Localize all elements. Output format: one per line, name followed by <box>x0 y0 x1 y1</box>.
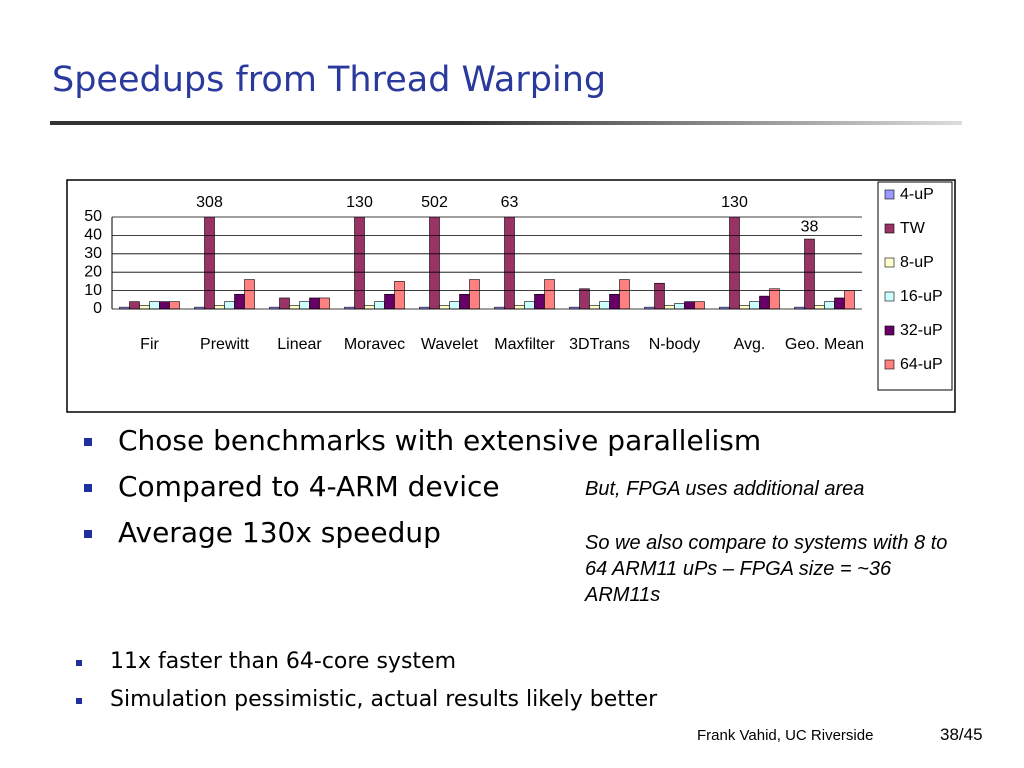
bar <box>514 305 525 310</box>
bar <box>544 279 555 310</box>
bar <box>804 238 815 310</box>
bar <box>429 217 440 310</box>
bar <box>439 305 450 310</box>
data-label: 130 <box>346 194 373 211</box>
legend-label: 64-uP <box>900 356 943 373</box>
bar <box>599 301 610 310</box>
legend-label: TW <box>900 220 926 237</box>
legend-label: 8-uP <box>900 254 934 271</box>
bar <box>214 305 225 310</box>
sub-bullet: 11x faster than 64-core system <box>76 649 456 674</box>
sub-bullet: Simulation pessimistic, actual results l… <box>75 687 658 712</box>
x-tick-label: 3DTrans <box>569 336 630 353</box>
x-tick-label: Geo. Mean <box>785 336 864 353</box>
legend-swatch <box>884 257 895 268</box>
legend-label: 16-uP <box>900 288 943 305</box>
bar <box>834 297 845 310</box>
bar <box>309 297 320 310</box>
note: But, FPGA uses additional area <box>585 478 865 500</box>
bar <box>524 301 535 310</box>
note: So we also compare to systems with 8 to … <box>585 532 948 606</box>
bar <box>739 305 750 310</box>
bar <box>289 305 300 310</box>
data-label: 63 <box>501 194 519 211</box>
bar <box>224 301 235 310</box>
footer: Frank Vahid, UC Riverside <box>697 727 874 744</box>
bar <box>759 295 770 310</box>
y-tick-label: 10 <box>84 282 102 299</box>
y-tick-label: 50 <box>84 208 102 225</box>
bar <box>609 293 620 310</box>
bar <box>159 301 170 310</box>
bullet: Chose benchmarks with extensive parallel… <box>83 424 762 457</box>
x-tick-label: Avg. <box>734 336 766 353</box>
x-tick-label: Linear <box>277 336 322 353</box>
bar <box>279 297 290 310</box>
legend-label: 4-uP <box>900 186 934 203</box>
bar <box>824 301 835 310</box>
legend-swatch <box>884 189 895 200</box>
plot-area <box>119 217 855 310</box>
y-tick-label: 0 <box>93 300 102 317</box>
legend-box <box>877 181 953 391</box>
bar <box>674 303 685 310</box>
data-label: 38 <box>801 218 819 235</box>
bar <box>384 293 395 310</box>
legend-swatch <box>884 291 895 302</box>
bar <box>364 305 375 310</box>
legend-swatch <box>884 223 895 234</box>
legend-swatch <box>884 325 895 336</box>
bar <box>129 301 140 310</box>
bar <box>204 217 215 310</box>
bar <box>149 301 160 310</box>
bars <box>119 217 855 310</box>
x-tick-label: Maxfilter <box>494 336 555 353</box>
data-label: 502 <box>421 194 448 211</box>
bar <box>299 301 310 310</box>
bar <box>654 282 665 310</box>
y-tick-label: 20 <box>84 263 102 280</box>
bar <box>139 305 150 310</box>
bar <box>619 279 630 310</box>
data-label: 308 <box>196 194 223 211</box>
legend-swatch <box>884 359 895 370</box>
bar <box>814 305 825 310</box>
bar <box>769 288 780 310</box>
bar <box>749 301 760 310</box>
bar <box>459 293 470 310</box>
data-label: 130 <box>721 194 748 211</box>
bullet: Compared to 4-ARM device <box>84 470 500 503</box>
legend-label: 32-uP <box>900 322 943 339</box>
bar <box>844 290 855 310</box>
bar <box>534 293 545 310</box>
slide-title: Speedups from Thread Warping <box>52 60 607 100</box>
bar <box>469 279 480 310</box>
bar <box>244 279 255 310</box>
y-tick-label: 30 <box>84 245 102 262</box>
bar <box>684 301 695 310</box>
bar <box>234 293 245 310</box>
bullet: Average 130x speedup <box>84 516 441 549</box>
bar <box>374 301 385 310</box>
bar <box>169 301 180 310</box>
x-tick-label: Fir <box>140 336 159 353</box>
bar <box>694 301 705 310</box>
page-number: 38/45 <box>940 725 983 744</box>
x-tick-label: Prewitt <box>200 336 249 353</box>
title-rule <box>50 121 962 125</box>
x-tick-label: Wavelet <box>421 336 479 353</box>
y-tick-label: 40 <box>84 227 102 244</box>
bar <box>664 305 675 310</box>
bar <box>394 281 405 310</box>
x-tick-label: Moravec <box>344 336 405 353</box>
bar <box>589 305 600 310</box>
bar <box>449 301 460 310</box>
bar <box>319 297 330 310</box>
bar <box>579 288 590 310</box>
x-tick-label: N-body <box>649 336 701 353</box>
